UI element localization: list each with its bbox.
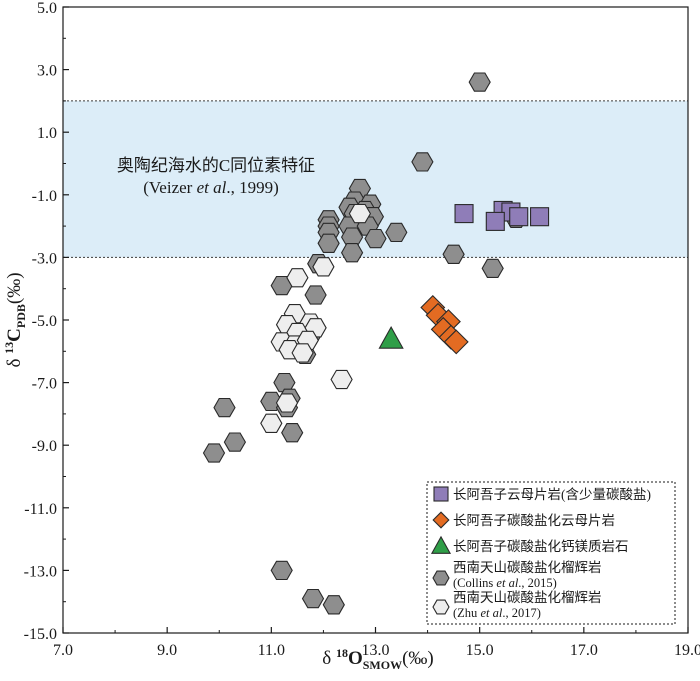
legend-marker-square xyxy=(433,486,449,502)
y-tick-label: 5.0 xyxy=(37,0,57,17)
point-hexagon-37 xyxy=(301,588,325,609)
legend-marker-diamond xyxy=(432,511,450,529)
point-hexagon-17 xyxy=(364,228,387,249)
series-3-diamond xyxy=(420,295,469,355)
band-label-line2: (Veizer et al., 1999) xyxy=(143,178,279,197)
legend-label: 西南天山碳酸盐化榴辉岩 xyxy=(453,560,602,575)
x-tick-label: 9.0 xyxy=(157,642,177,659)
series-2-square xyxy=(454,200,550,231)
point-hexagon-32 xyxy=(213,397,236,418)
x-tick-label: 11.0 xyxy=(258,642,285,659)
point-hexagon-0 xyxy=(468,72,491,92)
point-triangle-0 xyxy=(378,325,404,349)
legend-reference: (Collins et al., 2015) xyxy=(453,576,557,590)
legend-label: 长阿吾子碳酸盐化云母片岩 xyxy=(453,513,615,528)
series-1-hexagon xyxy=(260,203,372,433)
point-hexagon-14 xyxy=(275,393,299,413)
point-hexagon-15 xyxy=(385,222,408,243)
point-hexagon-2 xyxy=(312,257,335,277)
legend-label: 长阿吾子云母片岩(含少量碳酸盐) xyxy=(453,487,651,502)
y-tick-label: 1.0 xyxy=(37,125,57,142)
y-tick-label: -7.0 xyxy=(32,376,57,393)
point-square-3 xyxy=(509,207,529,227)
legend-label: 西南天山碳酸盐化榴辉岩 xyxy=(453,590,602,605)
point-hexagon-25 xyxy=(304,285,327,305)
series-4-triangle xyxy=(378,325,404,349)
legend-marker-hexagon xyxy=(432,570,450,586)
y-tick-label: -5.0 xyxy=(32,313,57,330)
legend-box xyxy=(426,481,676,625)
point-hexagon-18 xyxy=(317,233,340,253)
point-hexagon-33 xyxy=(281,423,304,443)
point-diamond-5 xyxy=(443,329,469,355)
point-hexagon-22 xyxy=(481,258,504,278)
legend-entry-3: 西南天山碳酸盐化榴辉岩(Collins et al., 2015) xyxy=(432,560,602,590)
y-tick-label: -15.0 xyxy=(24,626,57,643)
y-tick-label: -3.0 xyxy=(32,250,57,267)
legend-entry-1: 长阿吾子碳酸盐化云母片岩 xyxy=(432,511,615,529)
y-tick-label: 3.0 xyxy=(37,63,57,80)
band-label-line1: 奥陶纪海水的C同位素特征 xyxy=(117,156,315,175)
x-tick-label: 15.0 xyxy=(466,642,494,659)
point-square-5 xyxy=(485,211,505,231)
point-hexagon-19 xyxy=(340,243,364,263)
x-tick-label: 17.0 xyxy=(570,642,598,659)
point-hexagon-0 xyxy=(348,203,372,224)
point-hexagon-34 xyxy=(223,432,247,452)
y-tick-label: -11.0 xyxy=(24,501,57,518)
point-hexagon-38 xyxy=(322,595,345,615)
x-axis-title: δ 18OSMOW(‰) xyxy=(322,646,433,672)
x-tick-label: 7.0 xyxy=(53,642,73,659)
band-label: 奥陶纪海水的C同位素特征 (Veizer et al., 1999) xyxy=(117,156,315,197)
x-tick-label: 13.0 xyxy=(362,642,390,659)
point-hexagon-1 xyxy=(411,152,434,172)
data-points xyxy=(202,72,550,615)
legend-marker-hexagon xyxy=(432,599,450,615)
y-tick-label: -1.0 xyxy=(32,188,57,205)
point-hexagon-35 xyxy=(202,443,226,463)
point-hexagon-30 xyxy=(260,391,283,412)
point-hexagon-15 xyxy=(260,413,283,433)
legend-reference: (Zhu et al., 2017) xyxy=(453,606,541,620)
legend-entry-4: 西南天山碳酸盐化榴辉岩(Zhu et al., 2017) xyxy=(432,590,602,620)
point-hexagon-13 xyxy=(330,369,353,390)
legend-entry-0: 长阿吾子云母片岩(含少量碳酸盐) xyxy=(433,486,651,502)
legend-entry-2: 长阿吾子碳酸盐化钙镁质岩石 xyxy=(430,535,629,554)
point-hexagon-1 xyxy=(286,268,309,288)
legend: 长阿吾子云母片岩(含少量碳酸盐) 长阿吾子碳酸盐化云母片岩长阿吾子碳酸盐化钙镁质岩… xyxy=(426,481,676,625)
point-square-0 xyxy=(454,204,474,224)
point-hexagon-20 xyxy=(442,244,465,264)
point-hexagon-36 xyxy=(270,560,293,581)
y-tick-label: -13.0 xyxy=(24,563,57,580)
legend-marker-triangle xyxy=(430,535,452,554)
point-hexagon-12 xyxy=(291,343,314,363)
legend-label: 长阿吾子碳酸盐化钙镁质岩石 xyxy=(453,539,629,554)
point-square-4 xyxy=(530,207,550,227)
x-tick-label: 19.0 xyxy=(674,642,700,659)
y-tick-label: -9.0 xyxy=(32,438,57,455)
y-axis-title: δ 13CPDB(‰) xyxy=(2,272,28,367)
